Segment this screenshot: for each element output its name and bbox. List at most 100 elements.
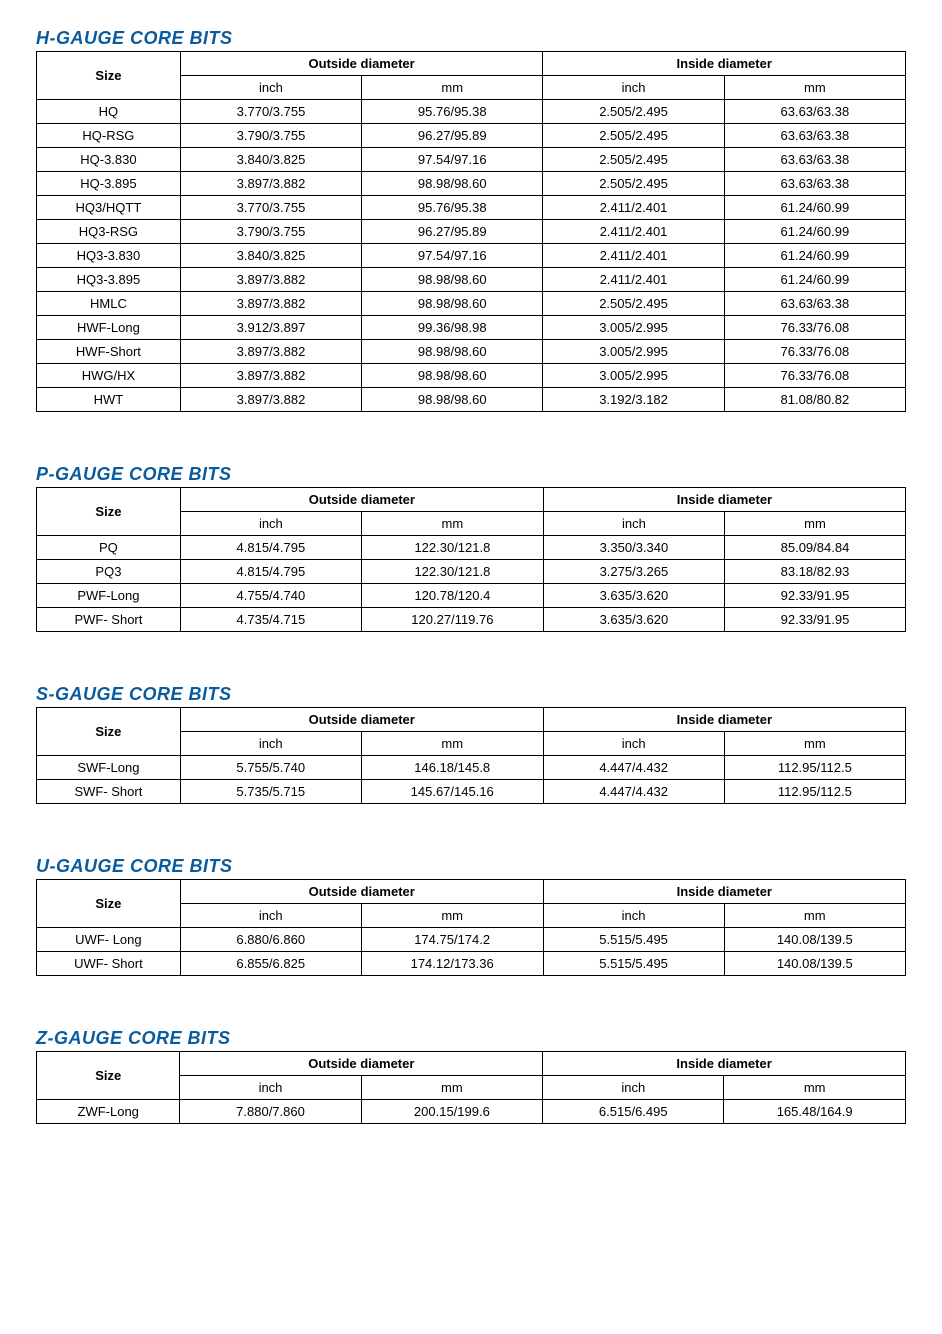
spec-table: SizeOutside diameterInside diameterinchm… (36, 707, 906, 804)
table-row: HQ3-3.8953.897/3.88298.98/98.602.411/2.4… (37, 268, 906, 292)
table-row: HQ-3.8303.840/3.82597.54/97.162.505/2.49… (37, 148, 906, 172)
section: Z-GAUGE CORE BITSSizeOutside diameterIns… (36, 1028, 906, 1124)
cell-value: 98.98/98.60 (362, 340, 543, 364)
cell-value: 146.18/145.8 (361, 756, 543, 780)
table-row: ZWF-Long7.880/7.860200.15/199.66.515/6.4… (37, 1100, 906, 1124)
cell-size: SWF- Short (37, 780, 181, 804)
cell-value: 120.27/119.76 (361, 608, 543, 632)
cell-value: 2.411/2.401 (543, 220, 724, 244)
cell-value: 4.447/4.432 (543, 780, 724, 804)
table-row: UWF- Short6.855/6.825174.12/173.365.515/… (37, 952, 906, 976)
cell-value: 99.36/98.98 (362, 316, 543, 340)
cell-value: 2.505/2.495 (543, 172, 724, 196)
cell-size: HQ-3.895 (37, 172, 181, 196)
cell-value: 4.735/4.715 (180, 608, 361, 632)
cell-size: HQ3-3.830 (37, 244, 181, 268)
cell-value: 98.98/98.60 (362, 268, 543, 292)
table-row: UWF- Long6.880/6.860174.75/174.25.515/5.… (37, 928, 906, 952)
cell-value: 6.855/6.825 (180, 952, 361, 976)
cell-value: 2.505/2.495 (543, 100, 724, 124)
cell-value: 83.18/82.93 (724, 560, 905, 584)
cell-value: 112.95/112.5 (724, 780, 905, 804)
section: P-GAUGE CORE BITSSizeOutside diameterIns… (36, 464, 906, 632)
cell-value: 145.67/145.16 (361, 780, 543, 804)
col-header-outside: Outside diameter (180, 880, 543, 904)
cell-value: 3.005/2.995 (543, 316, 724, 340)
col-header-unit: inch (543, 904, 724, 928)
cell-value: 3.897/3.882 (180, 340, 361, 364)
cell-size: PWF- Short (37, 608, 181, 632)
cell-value: 97.54/97.16 (362, 148, 543, 172)
col-header-outside: Outside diameter (180, 488, 543, 512)
table-row: PWF-Long4.755/4.740120.78/120.43.635/3.6… (37, 584, 906, 608)
cell-value: 4.447/4.432 (543, 756, 724, 780)
cell-size: HQ (37, 100, 181, 124)
cell-value: 3.770/3.755 (180, 196, 361, 220)
col-header-unit: mm (724, 904, 905, 928)
cell-value: 5.515/5.495 (543, 952, 724, 976)
cell-value: 95.76/95.38 (362, 100, 543, 124)
col-header-unit: inch (543, 76, 724, 100)
cell-value: 76.33/76.08 (724, 340, 905, 364)
cell-value: 140.08/139.5 (724, 952, 905, 976)
cell-value: 3.275/3.265 (543, 560, 724, 584)
table-row: HWF-Short3.897/3.88298.98/98.603.005/2.9… (37, 340, 906, 364)
section-title: S-GAUGE CORE BITS (36, 684, 906, 705)
cell-value: 5.755/5.740 (180, 756, 361, 780)
cell-value: 3.192/3.182 (543, 388, 724, 412)
cell-value: 61.24/60.99 (724, 244, 905, 268)
col-header-unit: inch (543, 732, 724, 756)
cell-size: UWF- Long (37, 928, 181, 952)
col-header-outside: Outside diameter (180, 52, 543, 76)
table-row: HQ3/HQTT3.770/3.75595.76/95.382.411/2.40… (37, 196, 906, 220)
spec-table: SizeOutside diameterInside diameterinchm… (36, 1051, 906, 1124)
cell-size: HWT (37, 388, 181, 412)
cell-value: 96.27/95.89 (362, 124, 543, 148)
col-header-unit: inch (180, 76, 361, 100)
table-row: HQ-3.8953.897/3.88298.98/98.602.505/2.49… (37, 172, 906, 196)
table-row: PQ4.815/4.795122.30/121.83.350/3.34085.0… (37, 536, 906, 560)
cell-value: 3.790/3.755 (180, 124, 361, 148)
cell-value: 81.08/80.82 (724, 388, 905, 412)
cell-value: 3.897/3.882 (180, 364, 361, 388)
cell-size: HWG/HX (37, 364, 181, 388)
cell-value: 92.33/91.95 (724, 608, 905, 632)
cell-size: HQ3/HQTT (37, 196, 181, 220)
cell-size: HQ3-RSG (37, 220, 181, 244)
table-row: HQ3-RSG3.790/3.75596.27/95.892.411/2.401… (37, 220, 906, 244)
table-row: HWG/HX3.897/3.88298.98/98.603.005/2.9957… (37, 364, 906, 388)
cell-value: 122.30/121.8 (361, 536, 543, 560)
cell-size: HMLC (37, 292, 181, 316)
cell-size: HQ-RSG (37, 124, 181, 148)
cell-value: 5.515/5.495 (543, 928, 724, 952)
col-header-unit: mm (724, 76, 905, 100)
section-title: Z-GAUGE CORE BITS (36, 1028, 906, 1049)
cell-size: PQ (37, 536, 181, 560)
cell-value: 6.880/6.860 (180, 928, 361, 952)
cell-value: 200.15/199.6 (361, 1100, 543, 1124)
cell-value: 174.12/173.36 (361, 952, 543, 976)
cell-value: 92.33/91.95 (724, 584, 905, 608)
cell-value: 63.63/63.38 (724, 148, 905, 172)
col-header-unit: inch (180, 732, 361, 756)
cell-size: SWF-Long (37, 756, 181, 780)
cell-value: 98.98/98.60 (362, 364, 543, 388)
cell-size: HWF-Long (37, 316, 181, 340)
cell-value: 3.635/3.620 (543, 584, 724, 608)
cell-value: 140.08/139.5 (724, 928, 905, 952)
cell-value: 3.897/3.882 (180, 172, 361, 196)
cell-value: 63.63/63.38 (724, 124, 905, 148)
cell-value: 3.005/2.995 (543, 364, 724, 388)
cell-value: 3.840/3.825 (180, 244, 361, 268)
section-title: U-GAUGE CORE BITS (36, 856, 906, 877)
col-header-outside: Outside diameter (180, 708, 543, 732)
col-header-outside: Outside diameter (180, 1052, 543, 1076)
cell-value: 7.880/7.860 (180, 1100, 361, 1124)
cell-value: 2.411/2.401 (543, 268, 724, 292)
cell-value: 61.24/60.99 (724, 196, 905, 220)
cell-value: 2.505/2.495 (543, 292, 724, 316)
cell-value: 6.515/6.495 (543, 1100, 724, 1124)
col-header-unit: mm (724, 512, 905, 536)
col-header-unit: inch (180, 1076, 361, 1100)
cell-value: 96.27/95.89 (362, 220, 543, 244)
